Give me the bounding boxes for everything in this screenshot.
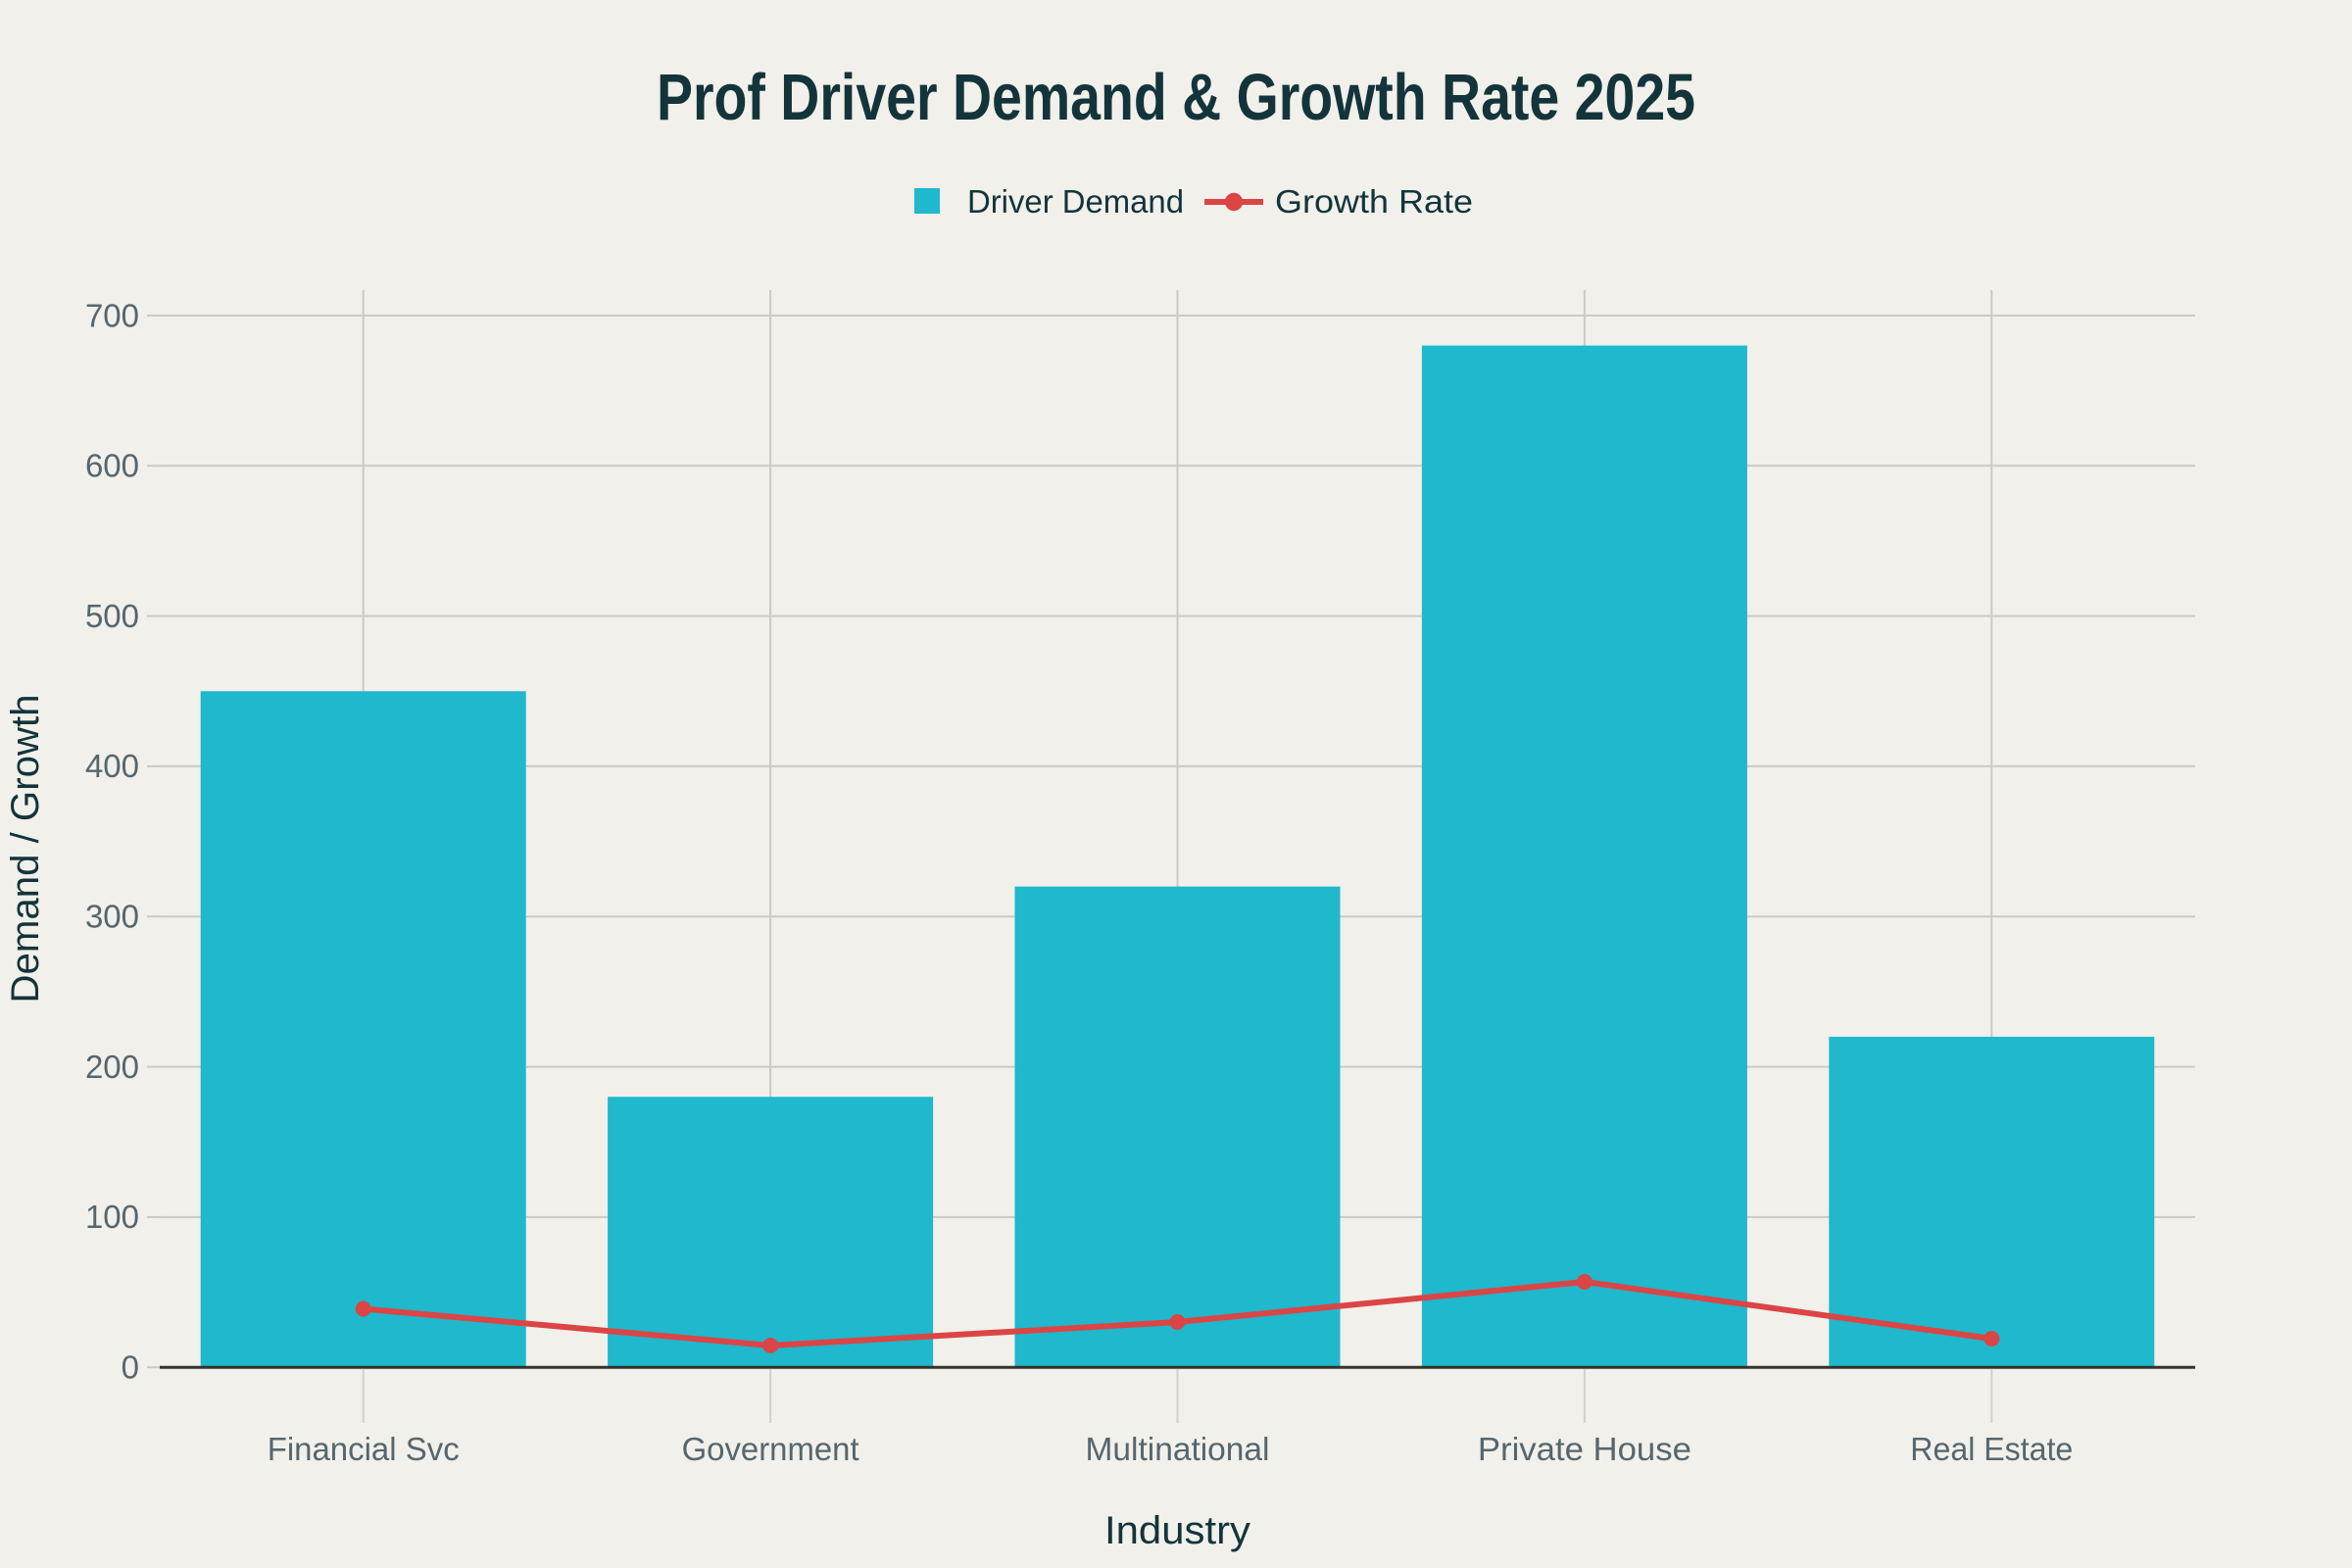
svg-text:100: 100 <box>85 1199 139 1235</box>
svg-text:Government: Government <box>682 1431 859 1467</box>
svg-text:500: 500 <box>85 598 139 634</box>
svg-text:Industry: Industry <box>1104 1509 1250 1552</box>
svg-text:Growth Rate: Growth Rate <box>1275 183 1473 220</box>
svg-text:Private House: Private House <box>1478 1431 1691 1467</box>
svg-text:700: 700 <box>85 297 139 333</box>
svg-text:0: 0 <box>122 1349 139 1386</box>
svg-text:Prof Driver Demand & Growth Ra: Prof Driver Demand & Growth Rate 2025 <box>657 61 1695 134</box>
svg-text:Financial Svc: Financial Svc <box>268 1431 460 1467</box>
svg-text:Multinational: Multinational <box>1086 1431 1270 1467</box>
svg-text:400: 400 <box>85 748 139 784</box>
svg-text:600: 600 <box>85 448 139 484</box>
svg-text:Demand / Growth: Demand / Growth <box>4 695 47 1004</box>
svg-text:Real Estate: Real Estate <box>1910 1431 2073 1467</box>
svg-text:Driver Demand: Driver Demand <box>967 183 1184 220</box>
svg-text:300: 300 <box>85 899 139 935</box>
svg-text:200: 200 <box>85 1049 139 1085</box>
